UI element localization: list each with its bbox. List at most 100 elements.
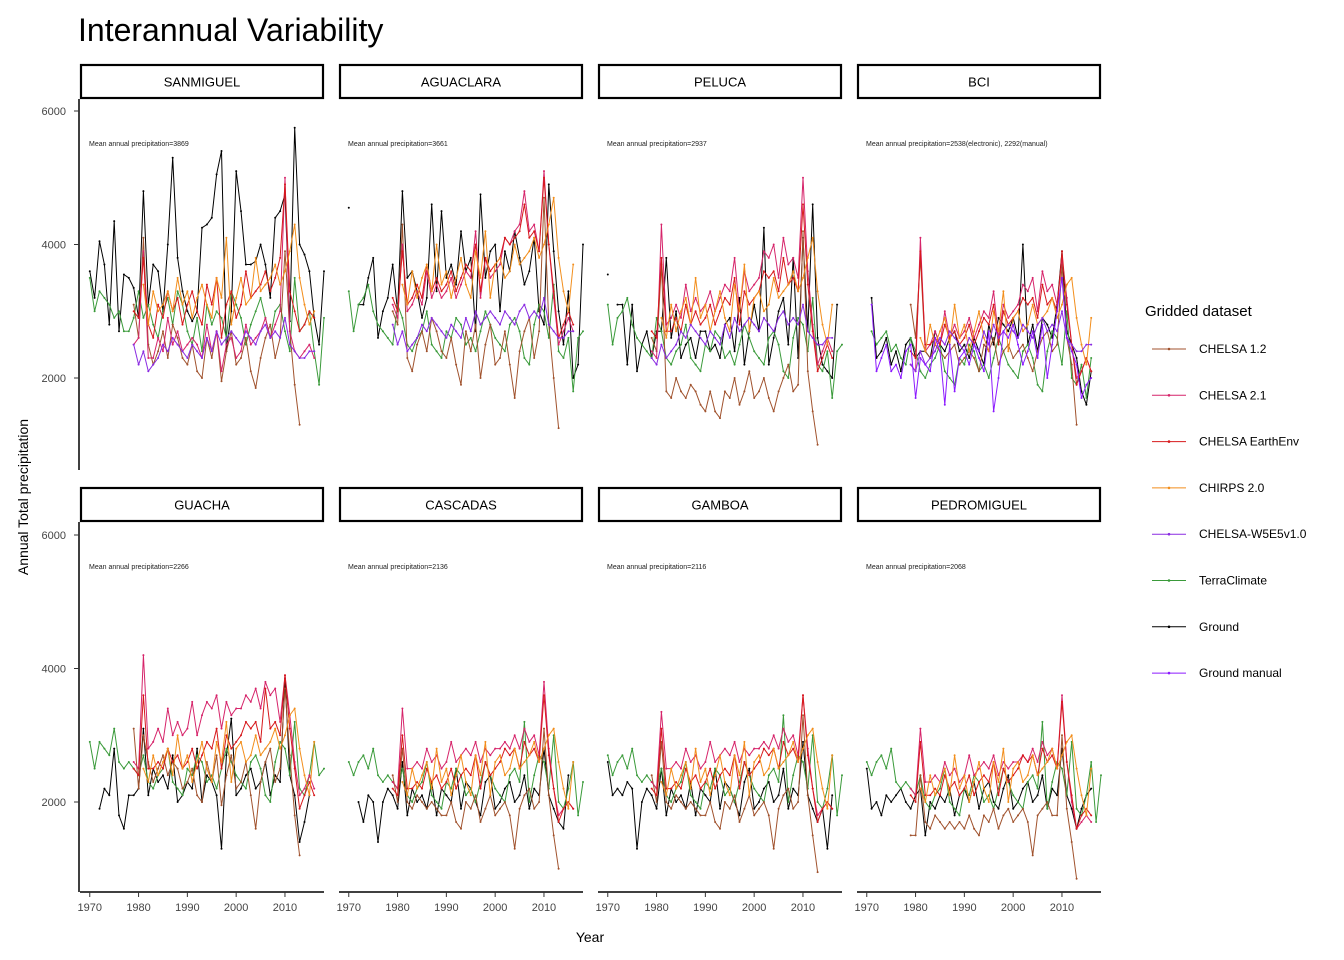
data-point [831,807,834,810]
data-point [269,801,272,803]
data-point [464,747,467,750]
data-point [489,250,492,253]
data-point [802,323,804,326]
data-point [240,740,242,743]
data-point [132,767,135,770]
data-point [523,727,526,730]
data-point [460,774,462,777]
data-point [939,821,941,823]
data-point [205,283,208,286]
data-point [518,263,521,266]
data-point [484,316,487,319]
data-point [743,263,746,266]
data-point [162,767,164,770]
data-point [748,290,751,293]
data-point [806,370,809,373]
data-point [1002,814,1005,817]
data-point [435,801,438,803]
data-point [816,443,819,446]
data-point [259,296,262,299]
data-point [934,330,937,333]
data-point [425,761,428,763]
data-point [733,256,736,259]
data-point [416,296,419,299]
data-point [181,787,184,790]
series-line [142,708,315,796]
data-point [699,403,702,406]
data-point [782,296,785,299]
data-point [792,734,795,737]
data-point [1080,343,1083,346]
data-point [249,767,252,770]
data-point [694,363,697,366]
data-point [772,847,775,850]
data-point [303,323,306,326]
data-point [259,754,262,757]
data-point [484,276,487,279]
data-point [445,336,448,339]
data-point [1085,794,1088,797]
data-point [836,303,839,306]
data-point [738,787,741,790]
data-point [533,230,536,233]
series-line [910,250,1092,386]
data-point [767,781,770,783]
legend-entry-chelsa-w5e5v1-0: CHELSA-W5E5v1.0 [1152,527,1307,541]
data-point [205,761,208,763]
data-point [802,230,804,233]
data-point [225,236,228,239]
data-point [499,323,501,326]
data-point [196,296,199,299]
data-point [396,310,399,313]
data-point [391,787,394,790]
data-point [98,740,101,743]
data-point [655,357,658,359]
data-point [215,794,218,797]
data-point [406,801,409,803]
data-point [645,330,648,333]
data-point [484,781,487,783]
data-point [284,250,286,253]
data-point [1041,720,1044,723]
data-point [963,774,966,777]
data-point [240,734,242,737]
data-point [811,296,814,299]
data-point [1017,377,1019,379]
data-point [1065,283,1068,286]
data-point [1046,761,1049,763]
data-point [557,343,560,346]
data-point [929,781,932,783]
data-point [264,316,267,319]
data-point [210,747,213,750]
data-point [440,283,443,286]
data-point [631,747,634,750]
data-point [430,794,433,797]
data-point [992,754,995,757]
data-point [118,761,120,763]
data-point [552,807,555,810]
data-point [274,330,277,333]
data-point [919,370,922,373]
data-point [440,814,443,817]
data-point [98,807,101,810]
data-point [142,250,145,253]
data-point [1021,350,1024,353]
data-point [934,357,937,359]
series-chelsa-1-2 [650,230,819,446]
data-point [782,290,785,293]
data-point [1007,767,1010,770]
data-point [699,814,702,817]
data-point [748,370,751,373]
data-point [240,781,242,783]
data-point [464,263,467,266]
data-point [142,190,145,193]
data-point [870,330,873,333]
data-point [254,720,257,723]
data-point [455,283,458,286]
data-point [235,774,238,777]
data-point [636,774,638,777]
data-point [963,343,966,346]
data-point [772,276,775,279]
data-point [469,256,472,259]
data-point [562,357,565,359]
